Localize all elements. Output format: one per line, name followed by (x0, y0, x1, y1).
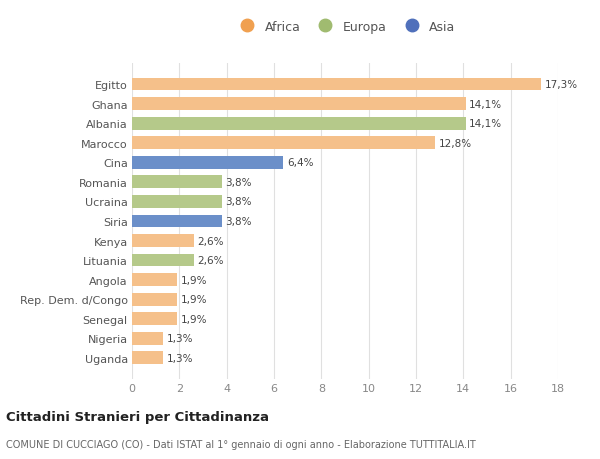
Bar (132, 78, 541, 91)
Bar (132, 352, 163, 364)
Bar (132, 176, 222, 189)
Text: 1,3%: 1,3% (166, 353, 193, 363)
Text: 14,1%: 14,1% (469, 119, 502, 129)
Text: COMUNE DI CUCCIAGO (CO) - Dati ISTAT al 1° gennaio di ogni anno - Elaborazione T: COMUNE DI CUCCIAGO (CO) - Dati ISTAT al … (6, 440, 476, 449)
Text: 6,4%: 6,4% (287, 158, 314, 168)
Text: 12,8%: 12,8% (439, 139, 472, 148)
Bar (132, 137, 435, 150)
Bar (132, 215, 222, 228)
Legend: Africa, Europa, Asia: Africa, Europa, Asia (231, 17, 459, 38)
Text: 1,9%: 1,9% (181, 275, 207, 285)
Bar (132, 157, 283, 169)
Text: Cittadini Stranieri per Cittadinanza: Cittadini Stranieri per Cittadinanza (6, 410, 269, 423)
Text: 3,8%: 3,8% (226, 197, 252, 207)
Text: 3,8%: 3,8% (226, 178, 252, 187)
Bar (132, 293, 177, 306)
Text: 1,9%: 1,9% (181, 295, 207, 304)
Bar (132, 274, 177, 286)
Bar (132, 98, 466, 111)
Text: 1,9%: 1,9% (181, 314, 207, 324)
Text: 3,8%: 3,8% (226, 217, 252, 226)
Text: 2,6%: 2,6% (197, 256, 224, 265)
Bar (132, 313, 177, 325)
Text: 17,3%: 17,3% (545, 80, 578, 90)
Bar (132, 196, 222, 208)
Bar (132, 254, 194, 267)
Text: 14,1%: 14,1% (469, 100, 502, 109)
Text: 1,3%: 1,3% (166, 334, 193, 343)
Bar (132, 332, 163, 345)
Bar (132, 118, 466, 130)
Text: 2,6%: 2,6% (197, 236, 224, 246)
Bar (132, 235, 194, 247)
